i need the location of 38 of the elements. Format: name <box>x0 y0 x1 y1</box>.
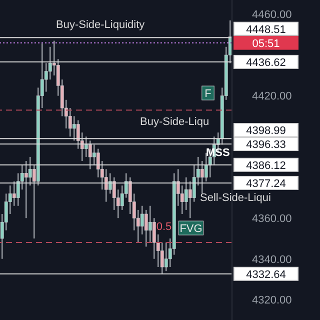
candlestick <box>200 160 204 194</box>
candlestick <box>140 205 144 235</box>
ref-line-label: 4448.51 <box>246 24 286 36</box>
candlestick <box>108 172 112 194</box>
y-tick-label: 4420.00 <box>252 90 292 103</box>
candlestick <box>180 184 184 215</box>
annotation: Buy-Side-Liquidity <box>56 19 146 31</box>
candlestick <box>88 140 92 170</box>
annotation: Buy-Side-Liqu <box>140 116 210 128</box>
candlestick <box>188 180 192 219</box>
candlestick <box>28 156 32 186</box>
candlestick <box>24 160 28 219</box>
y-tick-label: 4460.00 <box>252 9 292 22</box>
candlestick <box>204 152 208 182</box>
y-tick-label: 4340.00 <box>252 254 292 266</box>
y-tick-label: 4320.00 <box>252 294 292 307</box>
candlestick <box>84 136 88 158</box>
annotation: FVG <box>180 223 202 235</box>
text: 05:51 <box>252 38 280 50</box>
ref-line-label: 4386.12 <box>246 160 286 172</box>
candlestick <box>68 108 72 138</box>
ref-line-label: 4332.64 <box>246 268 286 281</box>
candlestick <box>92 144 96 166</box>
candlestick <box>148 205 152 244</box>
annotation: Sell-Side-Liqui <box>200 192 271 204</box>
annotation: F <box>204 88 212 100</box>
candlestick <box>72 116 76 142</box>
candlestick <box>104 168 108 202</box>
candlestick <box>160 242 164 274</box>
candlestick <box>144 209 148 248</box>
candlestick <box>164 242 168 272</box>
ref-line-label: 4396.33 <box>246 139 286 152</box>
annotation: 0.5 <box>156 221 172 233</box>
ref-line-label: 4436.62 <box>246 56 286 69</box>
y-tick-label: 4360.00 <box>252 212 292 225</box>
ref-line-label: 4398.99 <box>246 125 286 138</box>
ref-line-label: 4377.24 <box>246 178 286 190</box>
candlestick <box>12 180 16 206</box>
